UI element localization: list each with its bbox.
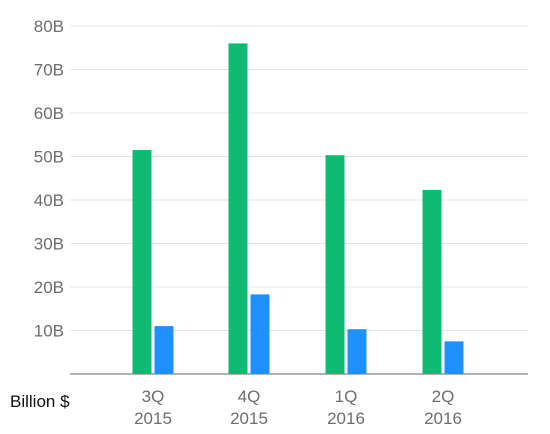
- x-tick-label: 2015: [230, 409, 268, 428]
- y-axis-tick-labels: 10B 20B 30B 40B 50B 60B 70B 80B: [34, 17, 64, 341]
- bar: [250, 294, 270, 374]
- unit-label: Billion $: [10, 392, 70, 411]
- y-tick-label: 40B: [34, 191, 64, 210]
- bar: [422, 189, 442, 374]
- x-axis-category-labels: 3Q 2015 4Q 2015 1Q 2016 2Q 2016: [134, 387, 462, 428]
- y-tick-label: 70B: [34, 61, 64, 80]
- bar: [325, 155, 345, 374]
- x-tick-label: 2016: [424, 409, 462, 428]
- y-tick-label: 80B: [34, 17, 64, 36]
- bar: [132, 149, 152, 374]
- y-tick-label: 10B: [34, 322, 64, 341]
- x-tick-label: 2015: [134, 409, 172, 428]
- x-tick-label: 1Q: [335, 387, 358, 406]
- y-tick-label: 30B: [34, 235, 64, 254]
- x-tick-label: 2016: [327, 409, 365, 428]
- bar: [228, 43, 248, 375]
- y-tick-label: 20B: [34, 278, 64, 297]
- x-tick-label: 4Q: [238, 387, 261, 406]
- bars: [132, 43, 464, 375]
- x-tick-label: 3Q: [142, 387, 165, 406]
- bar: [154, 326, 174, 374]
- bar: [444, 341, 464, 374]
- y-tick-label: 60B: [34, 104, 64, 123]
- bar: [347, 329, 367, 374]
- x-tick-label: 2Q: [432, 387, 455, 406]
- y-tick-label: 50B: [34, 148, 64, 167]
